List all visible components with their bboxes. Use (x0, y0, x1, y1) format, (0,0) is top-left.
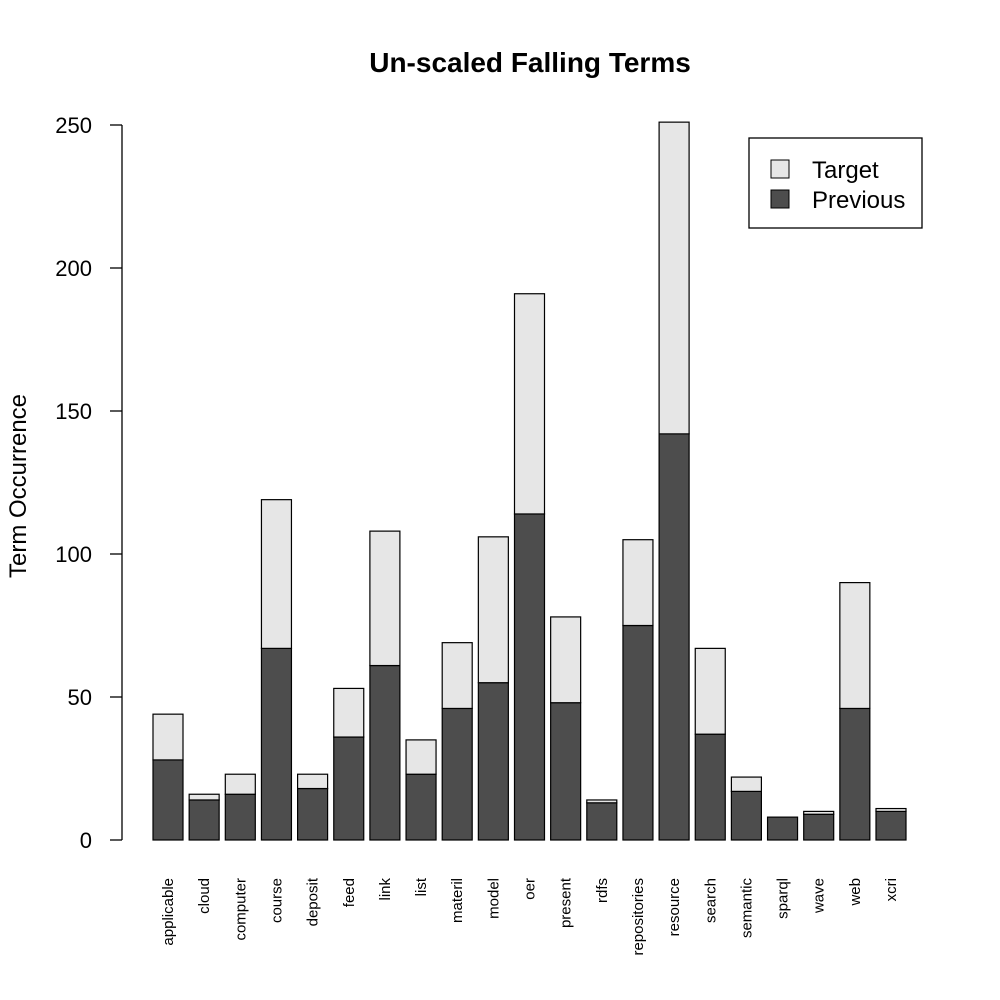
x-tick-label: rdfs (594, 878, 611, 903)
bar-target-list (405, 739, 437, 775)
bar-target-repositories (622, 539, 654, 627)
legend-swatch-target (770, 159, 790, 179)
bar-previous-list (405, 773, 437, 841)
bar-previous-rdfs (586, 802, 618, 841)
chart-title: Un-scaled Falling Terms (369, 47, 691, 78)
bar-previous-web (839, 707, 871, 841)
y-tick-label: 50 (68, 685, 92, 710)
bar-previous-semantic (730, 790, 763, 841)
bar-previous-course (260, 647, 293, 841)
y-tick-label: 250 (55, 113, 92, 138)
y-axis: 0 50 100 150 200 250 (55, 113, 123, 853)
bar-target-computer (224, 773, 256, 795)
x-tick-label: cloud (196, 878, 213, 914)
bar-target-feed (333, 687, 365, 738)
x-tick-label: sparql (775, 878, 792, 919)
bar-target-xcri (875, 807, 907, 812)
legend: Target Previous (748, 137, 923, 229)
x-tick-label: model (485, 878, 502, 919)
x-tick-label: oer (522, 878, 539, 900)
bar-target-course (260, 499, 293, 649)
bar-previous-xcri (875, 810, 907, 841)
bar-previous-link (369, 664, 401, 841)
x-tick-label: web (847, 878, 864, 907)
bar-target-applicable (152, 713, 184, 761)
bar-target-rdfs (586, 799, 618, 804)
bar-previous-computer (224, 793, 256, 841)
y-axis-label: Term Occurrence (5, 394, 32, 578)
y-tick-label: 0 (80, 828, 92, 853)
bar-previous-repositories (622, 624, 654, 841)
bar-previous-model (477, 682, 509, 841)
x-tick-label: resource (666, 878, 683, 936)
bar-previous-applicable (152, 759, 184, 841)
legend-box (748, 137, 923, 229)
bar-previous-cloud (188, 799, 220, 841)
y-tick-label: 200 (55, 256, 92, 281)
x-tick-label: materil (449, 878, 466, 923)
x-tick-label: semantic (738, 878, 755, 939)
bar-previous-wave (803, 813, 835, 841)
x-tick-label: applicable (160, 878, 177, 946)
bar-target-present (550, 616, 582, 704)
x-tick-label: present (558, 877, 575, 928)
bar-previous-resource (658, 433, 690, 841)
x-tick-label: repositories (630, 878, 647, 956)
bar-previous-present (550, 702, 582, 841)
bars (152, 121, 907, 841)
bar-target-oer (513, 293, 546, 515)
x-tick-label: xcri (883, 878, 900, 901)
x-tick-label: deposit (305, 877, 322, 926)
bar-target-model (477, 536, 509, 684)
bar-target-search (694, 647, 726, 735)
x-tick-label: feed (341, 878, 358, 907)
x-tick-label: course (268, 878, 285, 923)
bar-target-cloud (188, 793, 220, 801)
bar-target-deposit (297, 773, 329, 790)
x-tick-label: link (377, 878, 394, 901)
legend-swatch-previous (770, 189, 790, 209)
legend-label-previous: Previous (812, 187, 905, 214)
bar-previous-sparql (766, 816, 799, 841)
bar-target-wave (803, 810, 835, 815)
bar-target-resource (658, 121, 690, 435)
bar-target-semantic (730, 776, 763, 792)
x-tick-labels: applicable cloud computer course deposit feed… (160, 877, 900, 955)
x-tick-label: wave (811, 878, 828, 914)
x-tick-label: computer (232, 878, 249, 941)
bar-target-materil (441, 642, 473, 710)
legend-label-target: Target (812, 157, 879, 184)
bar-previous-oer (513, 513, 546, 841)
bar-previous-feed (333, 736, 365, 841)
bar-previous-materil (441, 707, 473, 841)
bar-target-link (369, 530, 401, 667)
y-tick-label: 100 (55, 542, 92, 567)
y-tick-label: 150 (55, 399, 92, 424)
bar-target-web (839, 581, 871, 710)
bar-previous-search (694, 733, 726, 841)
bar-previous-deposit (297, 787, 329, 841)
x-tick-label: search (702, 878, 719, 923)
x-tick-label: list (413, 877, 430, 896)
